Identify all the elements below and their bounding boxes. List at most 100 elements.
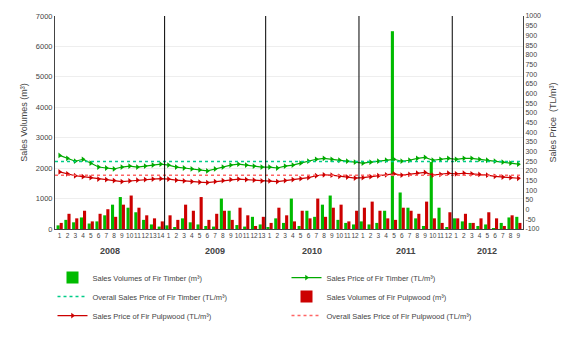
svg-text:8: 8 [509,232,513,239]
svg-text:6: 6 [400,232,404,239]
svg-text:5: 5 [485,232,489,239]
svg-text:450: 450 [525,119,537,126]
svg-text:200: 200 [525,167,537,174]
svg-text:1: 1 [361,232,365,239]
svg-text:8: 8 [322,232,326,239]
svg-text:2: 2 [66,232,70,239]
svg-text:2000: 2000 [36,164,53,173]
svg-text:Overall Sales Price of Fir Pul: Overall Sales Price of Fir Pulpwood (TL/… [327,312,472,321]
svg-text:9: 9 [229,232,233,239]
svg-text:1: 1 [454,232,458,239]
svg-text:7000: 7000 [36,12,53,21]
svg-text:400: 400 [525,129,537,136]
svg-text:900: 900 [525,32,537,39]
svg-text:6: 6 [206,232,210,239]
svg-text:3000: 3000 [36,133,53,142]
svg-text:3: 3 [73,232,77,239]
svg-text:7: 7 [501,232,505,239]
svg-text:300: 300 [525,148,537,155]
svg-text:12: 12 [250,232,258,239]
svg-text:950: 950 [525,22,537,29]
svg-text:750: 750 [525,61,537,68]
svg-text:700: 700 [525,71,537,78]
svg-text:2008: 2008 [100,246,120,256]
svg-text:8: 8 [221,232,225,239]
svg-text:13: 13 [149,232,157,239]
svg-text:1000: 1000 [36,194,53,203]
svg-text:5: 5 [299,232,303,239]
svg-text:3: 3 [470,232,474,239]
svg-text:11: 11 [437,232,444,239]
svg-text:6: 6 [97,232,101,239]
svg-text:1: 1 [167,232,171,239]
svg-text:8: 8 [415,232,419,239]
svg-text:9: 9 [423,232,427,239]
svg-text:7: 7 [104,232,108,239]
svg-text:7: 7 [408,232,412,239]
svg-text:0: 0 [525,206,529,213]
svg-text:5000: 5000 [36,72,53,81]
svg-text:Overall Sales Price of Fir Tim: Overall Sales Price of Fir Timber (TL/m³… [93,293,228,302]
svg-text:4: 4 [190,232,194,239]
svg-text:2009: 2009 [205,246,225,256]
svg-text:1: 1 [58,232,62,239]
svg-text:Sales Price of Fir Pulpwood (T: Sales Price of Fir Pulpwood (TL/m³) [93,312,212,321]
svg-text:Sales Volumes of Fir Timber (m: Sales Volumes of Fir Timber (m³) [93,274,203,283]
svg-text:100: 100 [525,187,537,194]
svg-text:650: 650 [525,80,537,87]
svg-text:9: 9 [517,232,521,239]
svg-text:50: 50 [525,196,533,203]
svg-text:800: 800 [525,51,537,58]
svg-text:850: 850 [525,42,537,49]
svg-text:11: 11 [344,232,351,239]
svg-text:4: 4 [384,232,388,239]
svg-text:2: 2 [174,232,178,239]
svg-text:2: 2 [462,232,466,239]
svg-text:5: 5 [198,232,202,239]
svg-text:12: 12 [351,232,359,239]
svg-text:Sales Price of Fir Timber (TL/: Sales Price of Fir Timber (TL/m³) [327,274,436,283]
svg-text:2011: 2011 [396,246,416,256]
svg-text:500: 500 [525,109,537,116]
svg-text:3: 3 [182,232,186,239]
svg-text:0: 0 [48,225,52,234]
svg-text:8: 8 [112,232,116,239]
svg-text:600: 600 [525,90,537,97]
svg-text:550: 550 [525,100,537,107]
svg-text:10: 10 [126,232,134,239]
svg-text:2012: 2012 [477,246,497,256]
svg-text:6: 6 [307,232,311,239]
svg-text:-50: -50 [525,216,535,223]
svg-text:10: 10 [336,232,344,239]
svg-text:9: 9 [120,232,124,239]
svg-text:9: 9 [330,232,334,239]
svg-text:14: 14 [157,232,165,239]
svg-text:4: 4 [478,232,482,239]
svg-text:5: 5 [392,232,396,239]
svg-text:5: 5 [89,232,93,239]
svg-text:Sales Price (TL/m³): Sales Price (TL/m³) [548,82,558,162]
svg-text:13: 13 [258,232,266,239]
svg-text:3: 3 [377,232,381,239]
svg-text:3: 3 [283,232,287,239]
svg-text:10: 10 [235,232,243,239]
svg-text:2: 2 [369,232,373,239]
svg-text:Sales Volumes (m³): Sales Volumes (m³) [19,83,29,162]
svg-text:-100: -100 [525,225,539,232]
svg-text:4: 4 [81,232,85,239]
svg-text:4000: 4000 [36,103,53,112]
svg-text:6: 6 [493,232,497,239]
svg-text:Sales Volumes of Fir Pulpwood: Sales Volumes of Fir Pulpwood (m³) [327,293,447,302]
svg-text:1000: 1000 [525,12,541,19]
svg-text:10: 10 [429,232,437,239]
svg-text:250: 250 [525,158,537,165]
svg-text:4: 4 [291,232,295,239]
svg-text:7: 7 [314,232,318,239]
svg-text:12: 12 [445,232,453,239]
svg-text:150: 150 [525,177,537,184]
svg-text:11: 11 [134,232,141,239]
svg-text:2: 2 [276,232,280,239]
svg-text:1: 1 [268,232,272,239]
svg-text:11: 11 [243,232,250,239]
svg-text:7: 7 [213,232,217,239]
